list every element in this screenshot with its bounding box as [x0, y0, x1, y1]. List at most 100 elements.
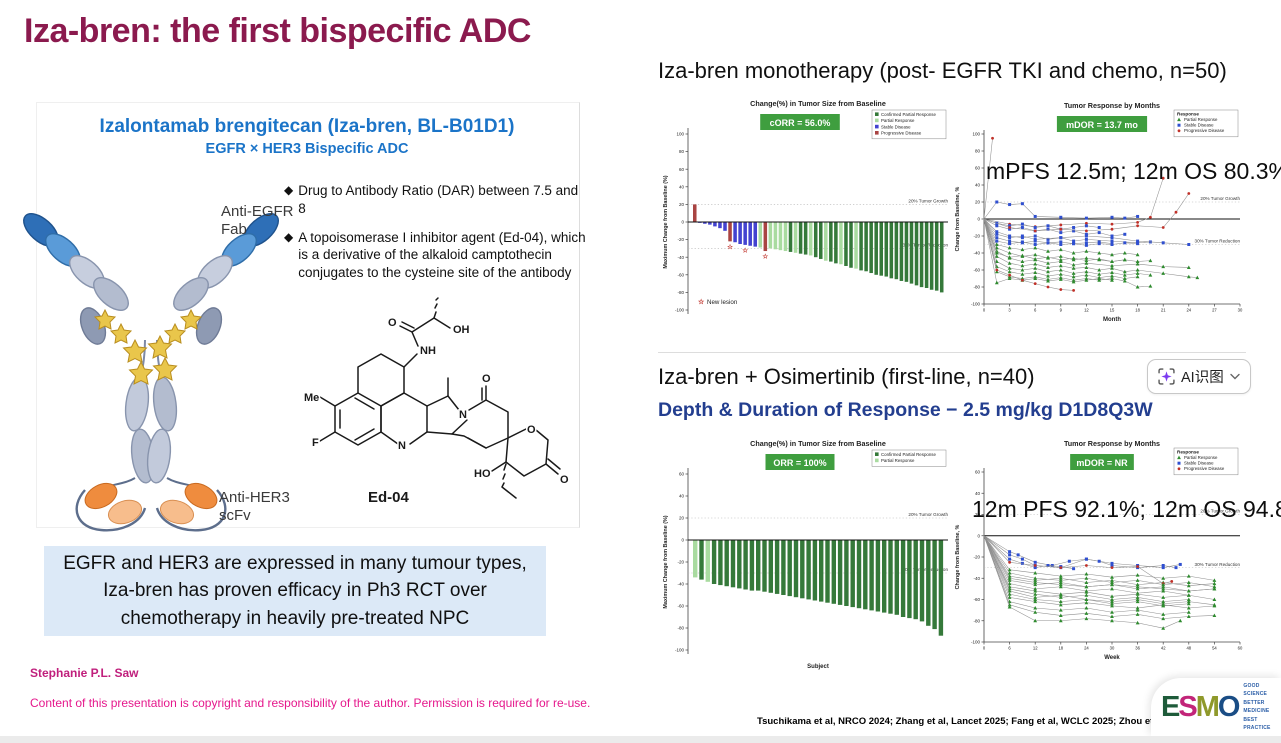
- svg-text:Confirmed Partial Response: Confirmed Partial Response: [881, 112, 936, 117]
- author-name: Stephanie P.L. Saw: [30, 666, 139, 680]
- svg-text:Maximum Change from Baseline (: Maximum Change from Baseline (%): [663, 175, 669, 268]
- svg-text:20: 20: [679, 516, 685, 521]
- svg-text:-60: -60: [973, 597, 980, 602]
- bottom-strip: [0, 736, 1281, 743]
- svg-text:24: 24: [1186, 308, 1191, 313]
- ai-button-label: AI识图: [1181, 370, 1224, 386]
- svg-text:-100: -100: [971, 302, 981, 307]
- svg-text:-20: -20: [973, 234, 980, 239]
- bullet-dar-text: Drug to Antibody Ratio (DAR) between 7.5…: [298, 183, 579, 216]
- svg-text:Stable Disease: Stable Disease: [881, 124, 911, 129]
- svg-text:Tumor Response by Months: Tumor Response by Months: [1064, 439, 1160, 448]
- anti-egfr-label-2: Fab: [221, 221, 247, 238]
- diamond-bullet-icon: ◆: [284, 183, 294, 197]
- copyright-notice: Content of this presentation is copyrigh…: [30, 696, 591, 710]
- svg-text:Change(%) in Tumor Size from B: Change(%) in Tumor Size from Baseline: [750, 99, 886, 108]
- svg-text:NH: NH: [420, 345, 436, 357]
- key-message-box: EGFR and HER3 are expressed in many tumo…: [44, 546, 546, 636]
- svg-text:ORR = 100%: ORR = 100%: [773, 458, 826, 468]
- svg-text:60: 60: [975, 166, 981, 171]
- svg-text:30% Tumor Reduction: 30% Tumor Reduction: [1195, 239, 1241, 244]
- svg-text:F: F: [312, 437, 319, 449]
- svg-text:0: 0: [681, 220, 684, 225]
- svg-text:O: O: [527, 424, 536, 436]
- svg-text:Stable Disease: Stable Disease: [1184, 123, 1214, 128]
- svg-text:Partial Response: Partial Response: [881, 458, 915, 463]
- svg-text:Month: Month: [1103, 317, 1121, 323]
- anti-her3-label: Anti-HER3: [219, 489, 290, 506]
- svg-text:-80: -80: [677, 290, 684, 295]
- combo-heading: Iza-bren + Osimertinib (first-line, n=40…: [658, 364, 1035, 389]
- svg-text:☆: ☆: [742, 246, 749, 254]
- svg-text:0: 0: [983, 308, 986, 313]
- svg-text:-40: -40: [677, 582, 684, 587]
- svg-text:20: 20: [679, 202, 685, 207]
- svg-text:Response: Response: [1177, 112, 1199, 117]
- svg-text:18: 18: [1135, 308, 1140, 313]
- svg-text:-60: -60: [677, 604, 684, 609]
- svg-text:0: 0: [977, 533, 980, 538]
- svg-text:15: 15: [1110, 308, 1115, 313]
- svg-text:Confirmed Partial Response: Confirmed Partial Response: [881, 452, 936, 457]
- monotherapy-outcome-text: mPFS 12.5m; 12m OS 80.3%: [986, 158, 1281, 184]
- svg-text:-100: -100: [971, 640, 981, 645]
- svg-text:N: N: [398, 440, 406, 452]
- monotherapy-heading: Iza-bren monotherapy (post- EGFR TKI and…: [658, 58, 1227, 83]
- spider-chart-monotherapy: Tumor Response by Months100806040200-20-…: [955, 101, 1243, 323]
- svg-text:30: 30: [1238, 308, 1243, 313]
- svg-text:O: O: [482, 373, 491, 385]
- svg-text:-40: -40: [973, 576, 980, 581]
- svg-text:20% Tumor Growth: 20% Tumor Growth: [908, 512, 948, 517]
- svg-text:Maximum Change from Baseline (: Maximum Change from Baseline (%): [663, 515, 669, 608]
- esmo-letter-o: O: [1217, 690, 1241, 723]
- references: Tsuchikama et al, NRCO 2024; Zhang et al…: [757, 716, 1222, 727]
- svg-text:100: 100: [676, 132, 684, 137]
- svg-text:20: 20: [975, 512, 981, 517]
- drug-info-panel: [36, 102, 580, 528]
- section-divider: [658, 352, 1246, 353]
- svg-text:48: 48: [1186, 646, 1191, 651]
- svg-text:Change from Baseline, %: Change from Baseline, %: [955, 524, 961, 589]
- svg-text:OH: OH: [453, 324, 470, 336]
- svg-text:-80: -80: [677, 626, 684, 631]
- page-title: Iza-bren: the first bispecific ADC: [24, 12, 531, 50]
- svg-text:40: 40: [975, 183, 981, 188]
- chevron-down-icon: [1230, 373, 1240, 380]
- svg-text:N: N: [459, 409, 467, 421]
- svg-text:30% Tumor Reduction: 30% Tumor Reduction: [903, 567, 949, 572]
- svg-text:Progressive Disease: Progressive Disease: [1184, 128, 1225, 133]
- svg-text:-80: -80: [973, 618, 980, 623]
- spider-chart-combo: Tumor Response by Months6040200-20-40-60…: [955, 439, 1243, 661]
- svg-text:-80: -80: [973, 285, 980, 290]
- svg-text:-20: -20: [973, 555, 980, 560]
- svg-text:-100: -100: [675, 648, 685, 653]
- svg-text:-40: -40: [973, 251, 980, 256]
- svg-text:Change from Baseline, %: Change from Baseline, %: [955, 186, 961, 251]
- svg-text:Subject: Subject: [807, 664, 829, 670]
- svg-text:18: 18: [1058, 646, 1063, 651]
- svg-text:100: 100: [972, 132, 980, 137]
- svg-text:☆: ☆: [727, 243, 734, 251]
- svg-text:27: 27: [1212, 308, 1217, 313]
- svg-text:-60: -60: [677, 272, 684, 277]
- esmo-letter-e: E: [1161, 690, 1180, 723]
- waterfall-chart-combo: Change(%) in Tumor Size from Baseline 60 4…: [663, 439, 949, 670]
- svg-text:20% Tumor Growth: 20% Tumor Growth: [1200, 509, 1240, 514]
- ai-image-recognition-button[interactable]: AI识图: [1147, 359, 1251, 394]
- diamond-bullet-icon: ◆: [284, 229, 294, 244]
- svg-text:6: 6: [1008, 646, 1011, 651]
- svg-text:42: 42: [1161, 646, 1166, 651]
- svg-text:21: 21: [1161, 308, 1166, 313]
- svg-text:Stable Disease: Stable Disease: [1184, 461, 1214, 466]
- svg-text:80: 80: [975, 149, 981, 154]
- ed04-structure: Me F NH O OH N N O O O HO Ed-04: [303, 297, 571, 506]
- svg-text:Week: Week: [1104, 655, 1120, 661]
- svg-text:-40: -40: [677, 255, 684, 260]
- svg-text:6: 6: [1034, 308, 1037, 313]
- svg-text:3: 3: [1008, 308, 1011, 313]
- svg-text:60: 60: [1238, 646, 1243, 651]
- svg-text:Change(%) in Tumor Size from B: Change(%) in Tumor Size from Baseline: [750, 439, 886, 448]
- svg-text:40: 40: [679, 184, 685, 189]
- svg-text:30% Tumor Reduction: 30% Tumor Reduction: [1195, 562, 1241, 567]
- svg-text:20% Tumor Growth: 20% Tumor Growth: [908, 199, 948, 204]
